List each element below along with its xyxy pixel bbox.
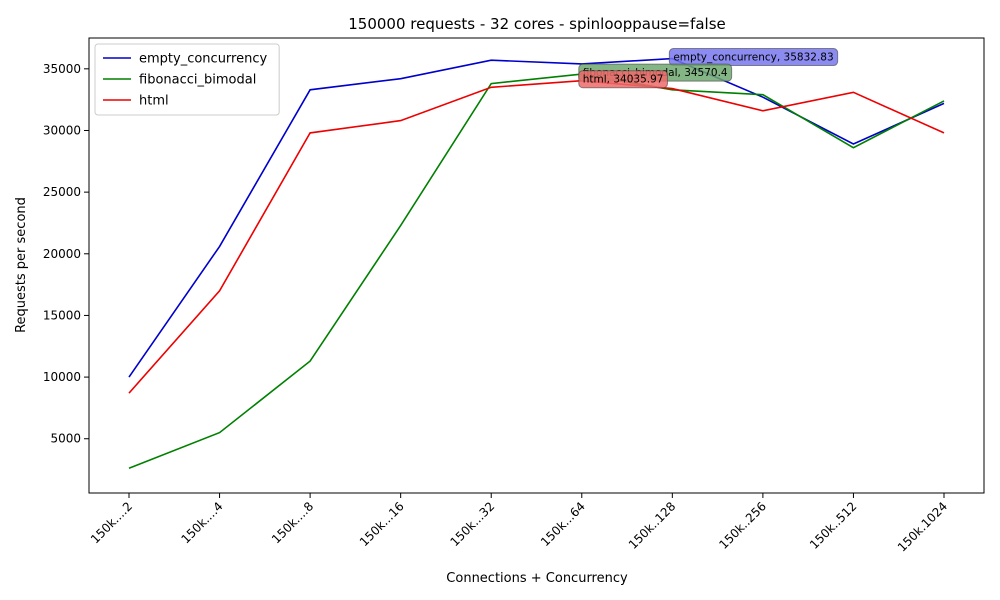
legend-entry: html — [139, 94, 169, 109]
x-tick-label: 150k....8 — [269, 499, 316, 546]
x-tick-label: 150k...16 — [357, 499, 407, 549]
annotation-label: html, 34035.97 — [583, 74, 664, 86]
chart-title: 150000 requests - 32 cores - spinlooppau… — [348, 15, 726, 33]
y-tick-label: 30000 — [43, 123, 81, 137]
y-tick-label: 10000 — [43, 370, 81, 384]
x-tick-label: 150k..256 — [716, 499, 769, 552]
x-tick-label: 150k...64 — [538, 499, 588, 549]
y-tick-label: 25000 — [43, 185, 81, 199]
annotations: empty_concurrency, 35832.83fibonacci_bim… — [578, 48, 839, 89]
y-tick-label: 5000 — [50, 432, 81, 446]
annotation-label: empty_concurrency, 35832.83 — [673, 52, 833, 64]
y-tick-label: 35000 — [43, 62, 81, 76]
series-lines — [128, 57, 945, 470]
y-axis-ticks: 5000 10000 15000 20000 25000 30000 35000 — [43, 62, 89, 446]
legend-box — [94, 43, 280, 116]
x-tick-label: 150k....4 — [178, 499, 225, 546]
y-tick-label: 20000 — [43, 247, 81, 261]
legend-entry: empty_concurrency — [139, 52, 267, 67]
annotation-box — [578, 70, 668, 89]
x-tick-label: 150k...32 — [447, 499, 497, 549]
plot-area — [88, 37, 985, 494]
x-tick-label: 150k..512 — [807, 499, 860, 552]
legend-entry: fibonacci_bimodal — [139, 73, 256, 88]
x-tick-label: 150k....2 — [88, 499, 135, 546]
x-axis-ticks: 150k....2 150k....4 150k....8 150k...16 150k… — [88, 493, 950, 555]
annotation-box — [668, 48, 839, 67]
series-line-html — [128, 79, 945, 394]
x-tick-label: 150k.1024 — [895, 499, 950, 554]
x-axis-label: Connections + Concurrency — [446, 571, 628, 586]
y-axis-label: Requests per second — [14, 197, 29, 333]
x-tick-label: 150k..128 — [626, 499, 679, 552]
y-tick-label: 15000 — [43, 308, 81, 322]
series-line-fibonacci-bimodal — [128, 73, 945, 470]
